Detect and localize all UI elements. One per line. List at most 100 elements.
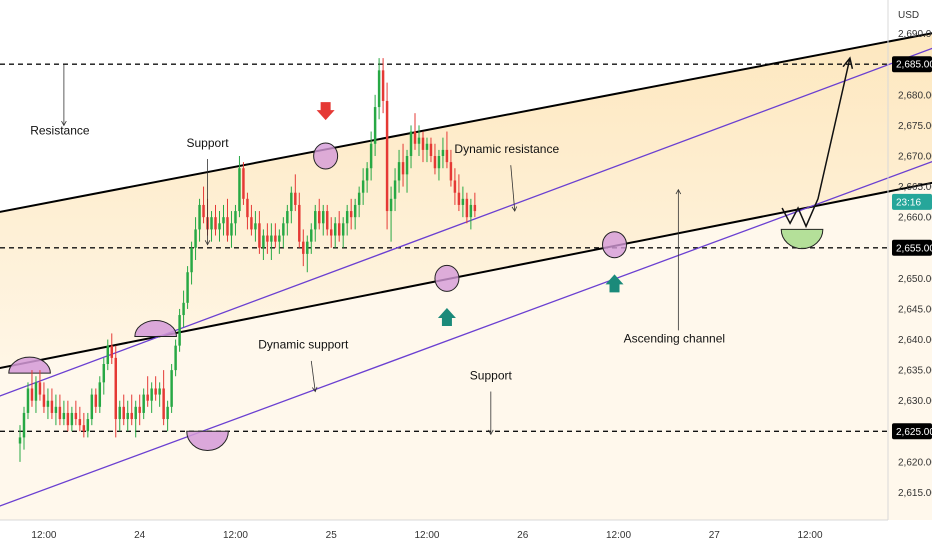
y-tick-label: 2,635.00 [898,366,932,377]
x-tick-label: 24 [134,530,146,541]
candle-body [226,217,229,236]
candle-body [246,198,249,218]
candle-body [210,217,213,230]
candle-body [341,223,345,236]
y-tick-label: 2,670.00 [898,152,932,163]
candle-body [194,229,197,248]
candle-body [50,400,54,413]
highlight-circle-marker [186,430,229,451]
x-tick-label: 25 [326,530,338,541]
arrow-down-icon [316,102,335,121]
y-tick-label: 2,630.00 [898,396,932,407]
highlight-circle-marker [602,231,628,259]
price-tag [892,56,932,73]
candle-body [353,204,357,218]
x-tick-label: 12:00 [414,530,439,541]
candle-body [357,192,361,205]
candle-body [54,406,58,413]
candle-body [234,211,237,224]
candle-body [405,156,409,175]
candle-body [409,131,413,156]
candle-body [238,168,241,212]
projection-path [781,57,851,229]
candle-body [86,419,90,432]
annotation-label: Support [187,136,230,150]
candle-body [437,156,441,169]
candle-body [274,235,277,242]
candle-body [110,345,114,358]
candle-body [365,168,369,181]
candle-body [441,149,445,156]
y-tick-label: 2,680.00 [898,90,932,101]
annotation-pointer-head [675,188,682,195]
annotation-pointer [310,360,316,392]
candle-body [202,204,205,218]
candle-body [70,412,74,426]
candle-body [22,412,26,438]
annotation-pointer-head [511,206,518,212]
candle-body [465,198,469,218]
candle-body [393,180,397,199]
highlight-circle-marker [134,319,177,337]
candle-body [66,412,70,426]
candle-body [30,388,34,401]
candle-body [302,241,305,254]
annotation-pointer-head [488,429,494,436]
candle-body [429,143,433,156]
candle-body [122,406,125,420]
price-tag [892,239,932,256]
candle-body [190,247,193,273]
highlight-circle-marker [434,264,460,292]
highlight-circle-marker [8,356,51,374]
candle-body [325,211,329,230]
annotation-pointer-head [204,240,211,246]
currency-label: USD [898,10,919,21]
candle-body [250,217,253,230]
price-tag-label: 2,685.00 [896,60,932,71]
x-tick-label: 12:00 [223,530,248,541]
candle-body [333,223,337,236]
trend-line-dynamic-support [0,161,932,507]
candle-body [150,388,153,401]
candle-body [174,345,177,371]
y-tick-label: 2,620.00 [898,457,932,468]
candle-body [453,180,457,193]
candle-body [449,162,453,181]
candle-body [278,235,281,242]
candle-body [166,406,169,420]
candle-body [298,204,301,242]
candle-body [78,419,82,426]
y-tick-label: 2,690.00 [898,29,932,40]
candle-body [158,388,161,395]
candle-body [38,382,42,395]
candle-body [389,198,393,212]
y-tick-label: 2,675.00 [898,121,932,132]
candle-body [114,357,117,420]
candle-body [142,394,145,413]
candle-body [322,211,325,224]
y-tick-label: 2,665.00 [898,182,932,193]
candle-body [90,394,94,420]
candle-body [349,211,353,218]
highlight-circle-marker [780,228,824,250]
candle-body [262,235,265,248]
candle-body [290,192,293,212]
candle-body [314,211,317,230]
annotation-pointer-head [311,386,318,393]
y-tick-label: 2,640.00 [898,335,932,346]
candle-body [222,217,225,224]
price-tag-label: 2,655.00 [896,243,932,254]
candle-body [186,272,189,303]
candle-body [58,406,62,420]
candle-body [397,162,401,181]
annotation-pointer-head [61,120,67,127]
candle-body [94,394,98,407]
candle-body [425,143,429,150]
annotation-label: Dynamic resistance [454,142,559,156]
candle-body [270,235,273,242]
candle-body [198,204,201,230]
candle-body [146,394,149,401]
x-tick-label: 27 [709,530,721,541]
